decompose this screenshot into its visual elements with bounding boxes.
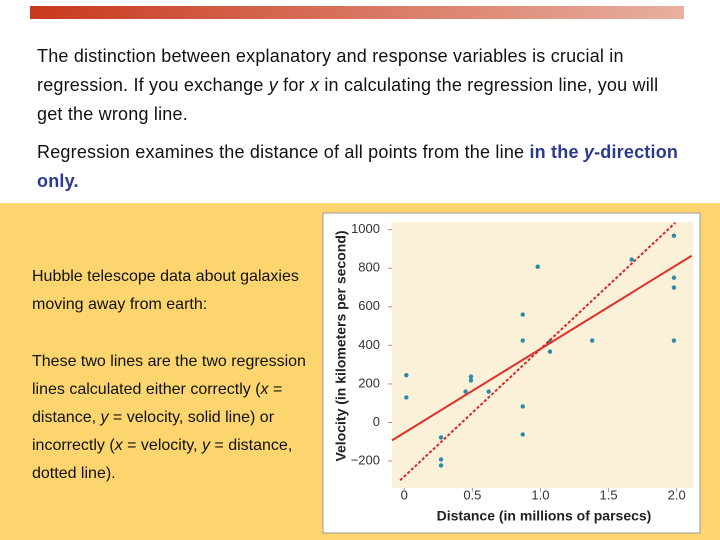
y-tick-label: 400 — [358, 337, 380, 352]
text: These two lines are the two regression l… — [32, 353, 306, 398]
data-point — [590, 338, 595, 343]
text: = velocity, — [122, 437, 202, 454]
text: in calculating the regression line, you … — [37, 75, 659, 124]
y-tick-label: 800 — [358, 260, 380, 275]
data-point — [671, 233, 677, 238]
text: for — [277, 75, 310, 95]
text: x — [260, 381, 269, 398]
plot-area — [392, 222, 693, 488]
text: = velocity, solid line) or incorrectly ( — [32, 409, 275, 454]
text: x — [309, 75, 320, 95]
data-point — [486, 389, 491, 394]
text: x — [114, 437, 123, 454]
text: Hubble telescope data about galaxies mov… — [32, 268, 299, 313]
text: y — [583, 142, 595, 162]
data-point — [520, 338, 525, 343]
text: y — [100, 409, 109, 426]
data-point — [520, 432, 525, 437]
paragraph: Hubble telescope data about galaxies mov… — [32, 263, 322, 319]
text: y — [268, 75, 278, 95]
data-point — [463, 389, 468, 394]
y-tick-label: −200 — [351, 452, 380, 467]
x-tick-label: 1.0 — [531, 487, 549, 502]
y-tick-label: 0 — [373, 414, 380, 429]
paragraph: The distinction between explanatory and … — [37, 42, 687, 129]
body-text: The distinction between explanatory and … — [37, 42, 687, 205]
data-point — [438, 463, 444, 468]
text: = distance, — [32, 381, 283, 426]
paragraph: Regression examines the distance of all … — [37, 138, 687, 196]
data-point — [547, 349, 553, 354]
x-tick-label: 2.0 — [668, 487, 686, 502]
x-tick-label: 0.5 — [463, 487, 481, 502]
data-point — [520, 312, 525, 317]
data-point — [629, 257, 634, 262]
text: The distinction between explanatory and … — [37, 46, 624, 95]
y-tick-label: 1000 — [351, 221, 380, 236]
data-point — [468, 374, 474, 379]
y-tick-label: 200 — [358, 375, 380, 390]
text: = distance, dotted line). — [32, 437, 293, 482]
x-axis-title: Distance (in millions of parsecs) — [437, 508, 652, 524]
header-bar — [30, 6, 684, 19]
y-tick-label: 600 — [358, 298, 380, 313]
y-axis-title: Velocity (in kilometers per second) — [333, 230, 349, 461]
data-point — [671, 285, 677, 290]
x-tick-label: 1.5 — [600, 487, 618, 502]
regression-line — [391, 254, 693, 442]
text: -direction only. — [37, 142, 679, 191]
data-point — [671, 275, 677, 280]
text: Regression examines the distance of all … — [37, 142, 530, 162]
paragraph: These two lines are the two regression l… — [32, 348, 322, 488]
text: in the — [529, 142, 584, 162]
regression-line — [399, 222, 676, 482]
data-point — [520, 404, 525, 409]
panel-text: Hubble telescope data about galaxies mov… — [32, 263, 322, 517]
x-tick-label: 0 — [401, 487, 408, 502]
data-point — [438, 457, 444, 462]
data-point — [468, 378, 474, 383]
data-point — [404, 395, 409, 400]
text: y — [201, 437, 210, 454]
data-point — [535, 264, 540, 269]
data-point — [438, 435, 444, 440]
data-point — [404, 373, 409, 378]
data-point — [671, 338, 677, 343]
